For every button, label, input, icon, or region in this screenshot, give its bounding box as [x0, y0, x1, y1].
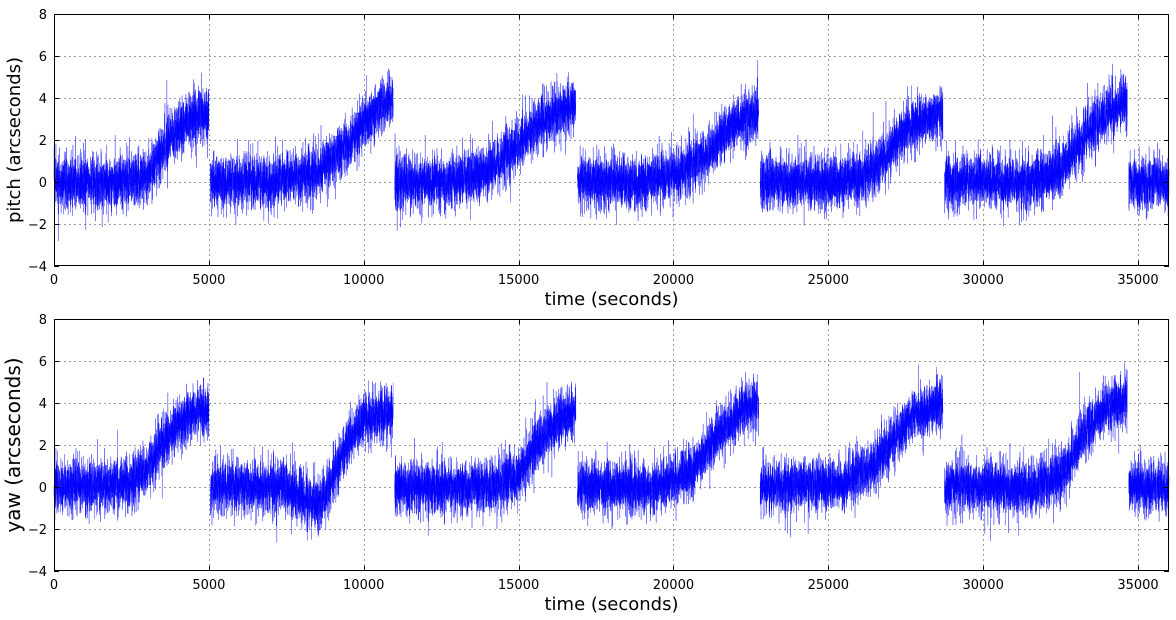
- pitch-series-segment-5: [759, 85, 944, 226]
- pitch-series-segment-1: [53, 72, 210, 241]
- pitch-ytick-label-6: 6: [39, 50, 47, 65]
- pitch-plot: 0 5000 10000 15000 20000 25000 30000 35000 −4 −2 0…: [4, 8, 1170, 310]
- pitch-ytick-label--2: −2: [28, 218, 47, 233]
- yaw-xtick-label-0: 0: [50, 578, 58, 593]
- pitch-tick-labels: 0 5000 10000 15000 20000 25000 30000 35000 −4 −2 0…: [28, 8, 1159, 288]
- pitch-xtick-label-10000: 10000: [343, 273, 384, 288]
- pitch-ytick-label-8: 8: [39, 8, 47, 23]
- pitch-ytick-label--4: −4: [28, 260, 47, 275]
- yaw-ytick-label--2: −2: [28, 523, 47, 538]
- pitch-y-axis-label: pitch (arcseconds): [4, 57, 25, 223]
- yaw-xtick-label-20000: 20000: [653, 578, 694, 593]
- pitch-ytick-label-2: 2: [39, 134, 47, 149]
- yaw-y-axis-label: yaw (arcseconds): [1, 357, 25, 532]
- pitch-series-segment-6: [944, 63, 1128, 227]
- pitch-ticks: [54, 14, 1169, 267]
- yaw-ticks: [54, 319, 1169, 572]
- yaw-tick-labels: 0 5000 10000 15000 20000 25000 30000 35000 −4 −2 0…: [28, 313, 1159, 593]
- pitch-xtick-label-5000: 5000: [192, 273, 225, 288]
- pitch-x-axis-label: time (seconds): [544, 289, 678, 310]
- yaw-xtick-label-15000: 15000: [498, 578, 539, 593]
- yaw-series-segment-7: [1128, 445, 1170, 522]
- yaw-x-axis-label: time (seconds): [544, 594, 678, 615]
- yaw-series-segment-6: [944, 362, 1128, 542]
- pitch-xtick-label-20000: 20000: [653, 273, 694, 288]
- yaw-ytick-label-8: 8: [39, 313, 47, 328]
- yaw-ytick-label--4: −4: [28, 565, 47, 580]
- yaw-xtick-label-30000: 30000: [962, 578, 1003, 593]
- yaw-series-segment-3: [394, 381, 577, 536]
- yaw-series-segment-4: [577, 372, 759, 530]
- yaw-series-segment-1: [53, 377, 210, 524]
- pitch-xtick-label-15000: 15000: [498, 273, 539, 288]
- pitch-ytick-label-4: 4: [39, 92, 47, 107]
- yaw-xtick-label-10000: 10000: [343, 578, 384, 593]
- yaw-series-segment-5: [759, 364, 944, 538]
- pitch-series-segment-4: [577, 59, 759, 225]
- yaw-xtick-label-5000: 5000: [192, 578, 225, 593]
- yaw-series-segment-2: [210, 380, 394, 543]
- yaw-ytick-label-6: 6: [39, 355, 47, 370]
- yaw-ytick-label-2: 2: [39, 439, 47, 454]
- pitch-series-segment-7: [1128, 142, 1170, 221]
- pitch-series: [53, 59, 1170, 241]
- pitch-xtick-label-30000: 30000: [962, 273, 1003, 288]
- yaw-xtick-label-25000: 25000: [808, 578, 849, 593]
- pitch-ytick-label-0: 0: [39, 176, 47, 191]
- pitch-xtick-label-35000: 35000: [1117, 273, 1158, 288]
- pitch-series-segment-2: [210, 68, 394, 225]
- pitch-xtick-label-0: 0: [50, 273, 58, 288]
- pitch-series-segment-3: [394, 71, 577, 231]
- yaw-xtick-label-35000: 35000: [1117, 578, 1158, 593]
- yaw-plot: 0 5000 10000 15000 20000 25000 30000 35000 −4 −2 0…: [1, 313, 1170, 615]
- pitch-xtick-label-25000: 25000: [808, 273, 849, 288]
- yaw-series: [53, 362, 1170, 543]
- yaw-ytick-label-4: 4: [39, 397, 47, 412]
- yaw-ytick-label-0: 0: [39, 481, 47, 496]
